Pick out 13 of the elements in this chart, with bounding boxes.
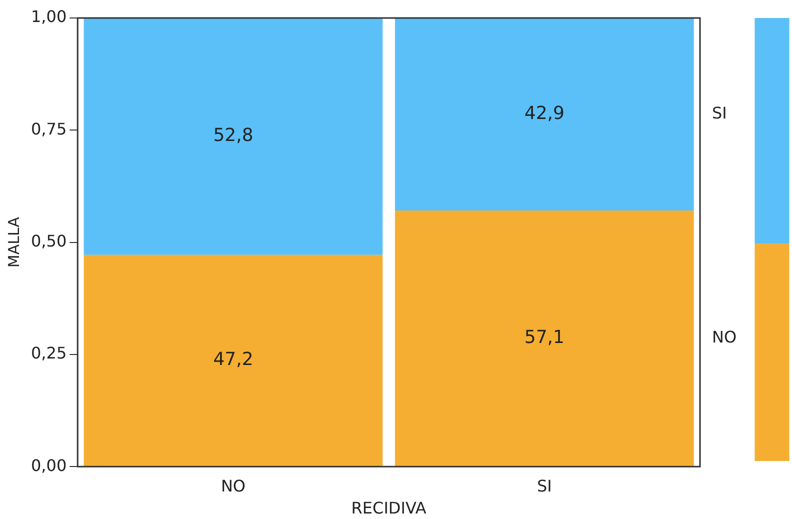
x-axis-title: RECIDIVA: [351, 498, 426, 518]
series-label: NO: [712, 327, 737, 346]
y-tick-label: 0,25: [31, 344, 67, 363]
annotation: 57,1: [524, 326, 564, 348]
series-label: SI: [712, 103, 727, 122]
y-tick-label: 0,75: [31, 119, 67, 138]
annotation: 42,9: [524, 102, 564, 124]
annotation: 47,2: [213, 349, 254, 370]
y-tick-label: 1,00: [31, 7, 67, 26]
y-axis-title: MALLA: [4, 216, 23, 268]
y-tick-label: 0,00: [31, 456, 67, 475]
annotation: 52,8: [213, 125, 254, 146]
y-tick-label: 0,50: [31, 231, 67, 250]
